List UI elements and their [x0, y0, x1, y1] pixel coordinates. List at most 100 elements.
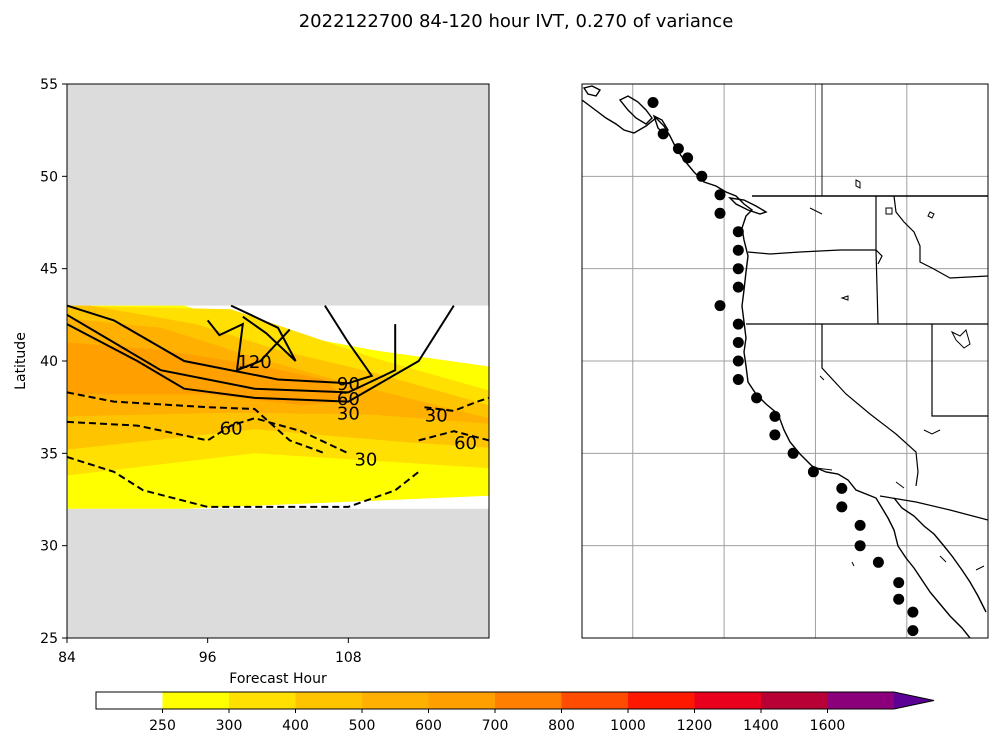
map-point: [836, 482, 848, 494]
contour-line-neg60: [418, 430, 489, 442]
map-point: [732, 318, 744, 330]
colorbar-segment: [761, 692, 828, 709]
contour-label: 60: [220, 418, 243, 439]
map-point: [807, 466, 819, 478]
gulf-coast: [893, 497, 987, 613]
colorbar-tick-label: 250: [149, 718, 176, 734]
map-point: [787, 447, 799, 459]
contour-line-120: [206, 319, 291, 372]
contour-label: 30: [425, 405, 448, 426]
map-point: [672, 143, 684, 155]
map-panel: [581, 83, 989, 639]
state-border: [875, 196, 879, 325]
y-axis-label: Latitude: [13, 332, 29, 390]
contour-label: 30: [354, 450, 377, 471]
contour-label: 90: [337, 374, 360, 395]
map-axes-frame: [581, 83, 989, 639]
lake: [840, 295, 849, 301]
lake: [851, 561, 855, 567]
colorbar-segment: [694, 692, 762, 709]
contour-line-60: [67, 313, 397, 394]
contour-label: 60: [454, 433, 477, 454]
map-point: [907, 606, 919, 618]
island-coast: [728, 197, 768, 215]
colorbar-segment: [362, 692, 429, 709]
state-border: [821, 324, 919, 487]
contour-line-neg30: [424, 396, 489, 412]
state-border: [747, 249, 883, 265]
colorbar-tick-label: 1400: [743, 718, 779, 734]
colorbar-extend-arrow: [894, 692, 934, 709]
colorbar-segment: [428, 692, 496, 709]
map-point: [696, 170, 708, 182]
map-point: [854, 519, 866, 531]
map-gridlines: [582, 84, 988, 638]
colorbar: 250 300 400 500 600 700 800 1000 1200 1400 1600: [95, 691, 935, 734]
x-tick-label: 84: [58, 650, 76, 666]
map-point: [732, 281, 744, 293]
colorbar-tick-label: 1000: [610, 718, 646, 734]
y-tick-label: 50: [40, 169, 58, 185]
colorbar-tick-label: 1200: [677, 718, 713, 734]
contour-label: 120: [237, 352, 271, 373]
map-point: [769, 410, 781, 422]
lake: [809, 207, 823, 215]
x-tick-label: 108: [335, 650, 362, 666]
us-mexico-border: [879, 495, 988, 521]
contour-line-neg60: [67, 417, 349, 455]
colorbar-segment: [96, 692, 163, 709]
state-border: [893, 195, 988, 279]
y-tick-label: 55: [40, 77, 58, 93]
lake: [855, 179, 861, 189]
map-point: [751, 392, 763, 404]
island-coast: [618, 95, 653, 125]
map-points: [647, 97, 919, 637]
colorbar-segment: [561, 692, 629, 709]
map-point: [732, 355, 744, 367]
map-point: [893, 577, 905, 589]
colorbar-tick-label: 400: [282, 718, 309, 734]
colorbar-segment: [628, 692, 695, 709]
lake: [819, 375, 825, 381]
contour-line-120: [230, 304, 297, 362]
colorbar-tick-label: 700: [482, 718, 509, 734]
colorbar-tick-label: 500: [349, 718, 376, 734]
colorbar-tick-label: 300: [216, 718, 243, 734]
lake: [895, 481, 905, 489]
contour-line-30: [67, 305, 455, 403]
map-point: [854, 540, 866, 552]
y-tick-label: 30: [40, 539, 58, 555]
map-point: [714, 207, 726, 219]
y-tick-label: 40: [40, 354, 58, 370]
contour-label: 30: [337, 404, 360, 425]
colorbar-segment: [229, 692, 296, 709]
state-border: [931, 324, 988, 417]
map-point: [836, 501, 848, 513]
map-point: [682, 152, 694, 164]
map-point: [732, 244, 744, 256]
colorbar-tick-label: 800: [548, 718, 575, 734]
contour-line-neg90: [67, 391, 326, 455]
lake: [975, 565, 985, 571]
lake: [950, 329, 971, 349]
map-point: [647, 97, 659, 108]
x-tick-label: 96: [199, 650, 217, 666]
colorbar-segment: [827, 692, 895, 709]
lake: [939, 555, 947, 563]
map-point: [732, 337, 744, 348]
map-point: [893, 593, 905, 605]
map-point: [657, 128, 669, 140]
lake: [923, 429, 941, 435]
colorbar-segment: [495, 692, 562, 709]
lake: [927, 211, 935, 219]
contour-line-90: [67, 304, 374, 385]
map-point: [714, 300, 726, 312]
map-point: [872, 556, 884, 568]
map-point: [732, 226, 744, 238]
x-axis-label: Forecast Hour: [229, 671, 327, 687]
map-point: [732, 263, 744, 275]
colorbar-tick-label: 600: [415, 718, 442, 734]
map-point: [732, 374, 744, 385]
